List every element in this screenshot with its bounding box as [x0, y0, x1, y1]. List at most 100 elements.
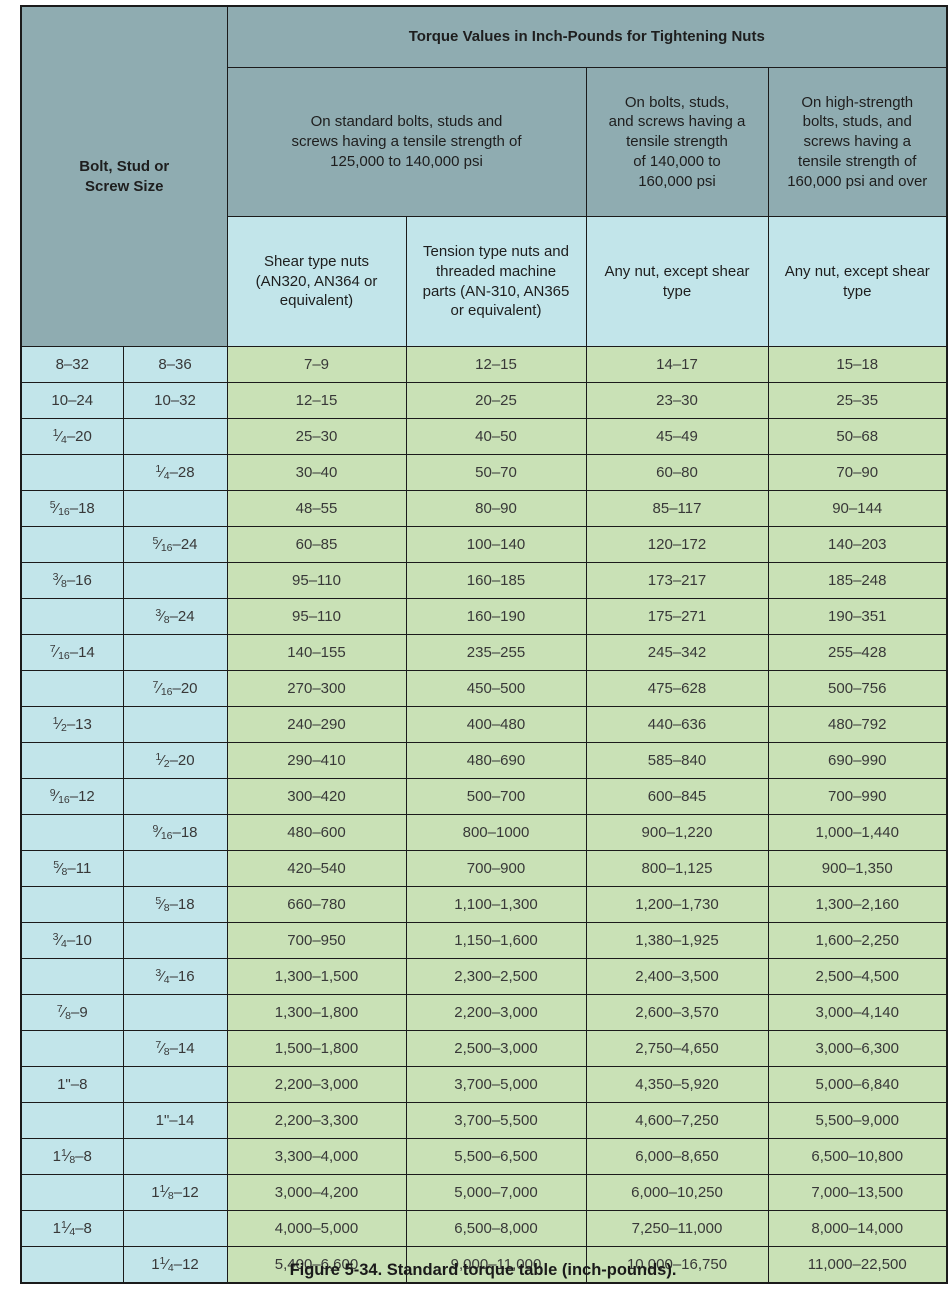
torque-cell-any-nut-140-160: 1,200–1,730 — [585, 886, 769, 923]
torque-cell-shear-type-nuts: 270–300 — [226, 670, 407, 707]
table-row: 3⁄8–16 95–110 160–185 173–217 185–248 — [20, 562, 948, 599]
torque-cell-any-nut-140-160: 23–30 — [585, 382, 769, 419]
torque-cell-tension-type-nuts: 6,500–8,000 — [405, 1210, 587, 1247]
subheader-any-nut-160-over: Any nut, except shear type — [767, 216, 948, 347]
size-cell-fine-thread — [122, 778, 228, 815]
table-row: 1"–14 2,200–3,300 3,700–5,500 4,600–7,25… — [20, 1102, 948, 1139]
group-header-140-160-psi: On bolts, studs, and screws having a ten… — [585, 67, 769, 217]
torque-cell-shear-type-nuts: 95–110 — [226, 598, 407, 635]
torque-cell-any-nut-160-over: 7,000–13,500 — [767, 1174, 948, 1211]
subheader-any-nut-140-160: Any nut, except shear type — [585, 216, 769, 347]
torque-cell-any-nut-160-over: 500–756 — [767, 670, 948, 707]
torque-cell-shear-type-nuts: 5,400–6,600 — [226, 1246, 407, 1283]
size-cell-coarse-thread: 1"–8 — [20, 1066, 124, 1103]
size-cell-fine-thread — [122, 1210, 228, 1247]
table-row: 9⁄16–18 480–600 800–1000 900–1,220 1,000… — [20, 814, 948, 851]
table-row: 7⁄8–9 1,300–1,800 2,200–3,000 2,600–3,57… — [20, 994, 948, 1031]
torque-cell-shear-type-nuts: 48–55 — [226, 490, 407, 527]
torque-cell-shear-type-nuts: 700–950 — [226, 922, 407, 959]
torque-cell-any-nut-160-over: 70–90 — [767, 454, 948, 491]
table-row: 7⁄16–20 270–300 450–500 475–628 500–756 — [20, 670, 948, 707]
torque-cell-any-nut-140-160: 245–342 — [585, 634, 769, 671]
torque-cell-any-nut-140-160: 6,000–8,650 — [585, 1138, 769, 1175]
size-cell-coarse-thread: 8–32 — [20, 346, 124, 383]
size-cell-fine-thread: 11⁄4–12 — [122, 1246, 228, 1283]
subheader-tension-type-nuts: Tension type nuts and threaded machine p… — [405, 216, 587, 347]
torque-cell-any-nut-140-160: 120–172 — [585, 526, 769, 563]
size-cell-coarse-thread — [20, 1102, 124, 1139]
torque-cell-any-nut-160-over: 700–990 — [767, 778, 948, 815]
torque-cell-any-nut-160-over: 90–144 — [767, 490, 948, 527]
table-row: 1⁄4–28 30–40 50–70 60–80 70–90 — [20, 454, 948, 491]
table-row: 9⁄16–12 300–420 500–700 600–845 700–990 — [20, 778, 948, 815]
size-cell-fine-thread: 7⁄8–14 — [122, 1030, 228, 1067]
torque-cell-any-nut-160-over: 50–68 — [767, 418, 948, 455]
torque-cell-any-nut-160-over: 2,500–4,500 — [767, 958, 948, 995]
torque-cell-tension-type-nuts: 50–70 — [405, 454, 587, 491]
torque-cell-any-nut-160-over: 1,000–1,440 — [767, 814, 948, 851]
figure-caption: Figure 5-34. Standard torque table (inch… — [289, 1261, 677, 1279]
torque-cell-tension-type-nuts: 480–690 — [405, 742, 587, 779]
torque-cell-any-nut-160-over: 25–35 — [767, 382, 948, 419]
torque-cell-any-nut-160-over: 8,000–14,000 — [767, 1210, 948, 1247]
torque-cell-any-nut-140-160: 85–117 — [585, 490, 769, 527]
torque-cell-any-nut-140-160: 60–80 — [585, 454, 769, 491]
size-cell-coarse-thread: 10–24 — [20, 382, 124, 419]
table-title: Torque Values in Inch-Pounds for Tighten… — [226, 5, 948, 68]
corner-header-bolt-stud-screw-size: Bolt, Stud or Screw Size — [20, 5, 228, 347]
table-row: 11⁄8–12 3,000–4,200 5,000–7,000 6,000–10… — [20, 1174, 948, 1211]
torque-cell-any-nut-140-160: 45–49 — [585, 418, 769, 455]
table-row: 1⁄4–20 25–30 40–50 45–49 50–68 — [20, 418, 948, 455]
size-cell-fine-thread: 1"–14 — [122, 1102, 228, 1139]
size-cell-fine-thread: 11⁄8–12 — [122, 1174, 228, 1211]
torque-cell-shear-type-nuts: 480–600 — [226, 814, 407, 851]
table-row: 11⁄4–12 5,400–6,600 9,000–11,000 10,000–… — [20, 1246, 948, 1283]
table-row: 1"–8 2,200–3,000 3,700–5,000 4,350–5,920… — [20, 1066, 948, 1103]
size-cell-fine-thread — [122, 1066, 228, 1103]
torque-cell-any-nut-140-160: 4,600–7,250 — [585, 1102, 769, 1139]
size-cell-fine-thread: 5⁄8–18 — [122, 886, 228, 923]
torque-cell-tension-type-nuts: 500–700 — [405, 778, 587, 815]
size-cell-coarse-thread: 7⁄16–14 — [20, 634, 124, 671]
torque-cell-shear-type-nuts: 1,500–1,800 — [226, 1030, 407, 1067]
torque-cell-shear-type-nuts: 290–410 — [226, 742, 407, 779]
size-cell-fine-thread: 7⁄16–20 — [122, 670, 228, 707]
size-cell-fine-thread — [122, 1138, 228, 1175]
torque-cell-shear-type-nuts: 25–30 — [226, 418, 407, 455]
torque-cell-tension-type-nuts: 800–1000 — [405, 814, 587, 851]
torque-cell-any-nut-160-over: 5,000–6,840 — [767, 1066, 948, 1103]
torque-cell-any-nut-140-160: 173–217 — [585, 562, 769, 599]
size-cell-coarse-thread: 1⁄4–20 — [20, 418, 124, 455]
torque-cell-tension-type-nuts: 1,100–1,300 — [405, 886, 587, 923]
torque-cell-any-nut-140-160: 800–1,125 — [585, 850, 769, 887]
size-cell-fine-thread — [122, 490, 228, 527]
torque-cell-tension-type-nuts: 450–500 — [405, 670, 587, 707]
group-header-160-psi-and-over: On high-strength bolts, studs, and screw… — [767, 67, 948, 217]
torque-cell-any-nut-160-over: 255–428 — [767, 634, 948, 671]
size-cell-coarse-thread — [20, 670, 124, 707]
torque-cell-any-nut-140-160: 2,400–3,500 — [585, 958, 769, 995]
table-row: 5⁄16–18 48–55 80–90 85–117 90–144 — [20, 490, 948, 527]
size-cell-fine-thread — [122, 562, 228, 599]
torque-cell-shear-type-nuts: 7–9 — [226, 346, 407, 383]
torque-cell-tension-type-nuts: 160–185 — [405, 562, 587, 599]
torque-cell-any-nut-160-over: 3,000–6,300 — [767, 1030, 948, 1067]
torque-cell-tension-type-nuts: 12–15 — [405, 346, 587, 383]
torque-cell-tension-type-nuts: 2,300–2,500 — [405, 958, 587, 995]
torque-cell-tension-type-nuts: 100–140 — [405, 526, 587, 563]
size-cell-coarse-thread: 11⁄8–8 — [20, 1138, 124, 1175]
torque-cell-shear-type-nuts: 4,000–5,000 — [226, 1210, 407, 1247]
torque-cell-shear-type-nuts: 2,200–3,000 — [226, 1066, 407, 1103]
table-row: 11⁄4–8 4,000–5,000 6,500–8,000 7,250–11,… — [20, 1210, 948, 1247]
table-row: 5⁄16–24 60–85 100–140 120–172 140–203 — [20, 526, 948, 563]
torque-cell-any-nut-140-160: 14–17 — [585, 346, 769, 383]
table-row: 8–32 8–36 7–9 12–15 14–17 15–18 — [20, 346, 948, 383]
table-row: 1⁄2–13 240–290 400–480 440–636 480–792 — [20, 706, 948, 743]
torque-cell-any-nut-140-160: 440–636 — [585, 706, 769, 743]
table-row: 7⁄16–14 140–155 235–255 245–342 255–428 — [20, 634, 948, 671]
size-cell-coarse-thread — [20, 1030, 124, 1067]
torque-cell-any-nut-160-over: 11,000–22,500 — [767, 1246, 948, 1283]
torque-cell-tension-type-nuts: 20–25 — [405, 382, 587, 419]
torque-cell-tension-type-nuts: 2,200–3,000 — [405, 994, 587, 1031]
